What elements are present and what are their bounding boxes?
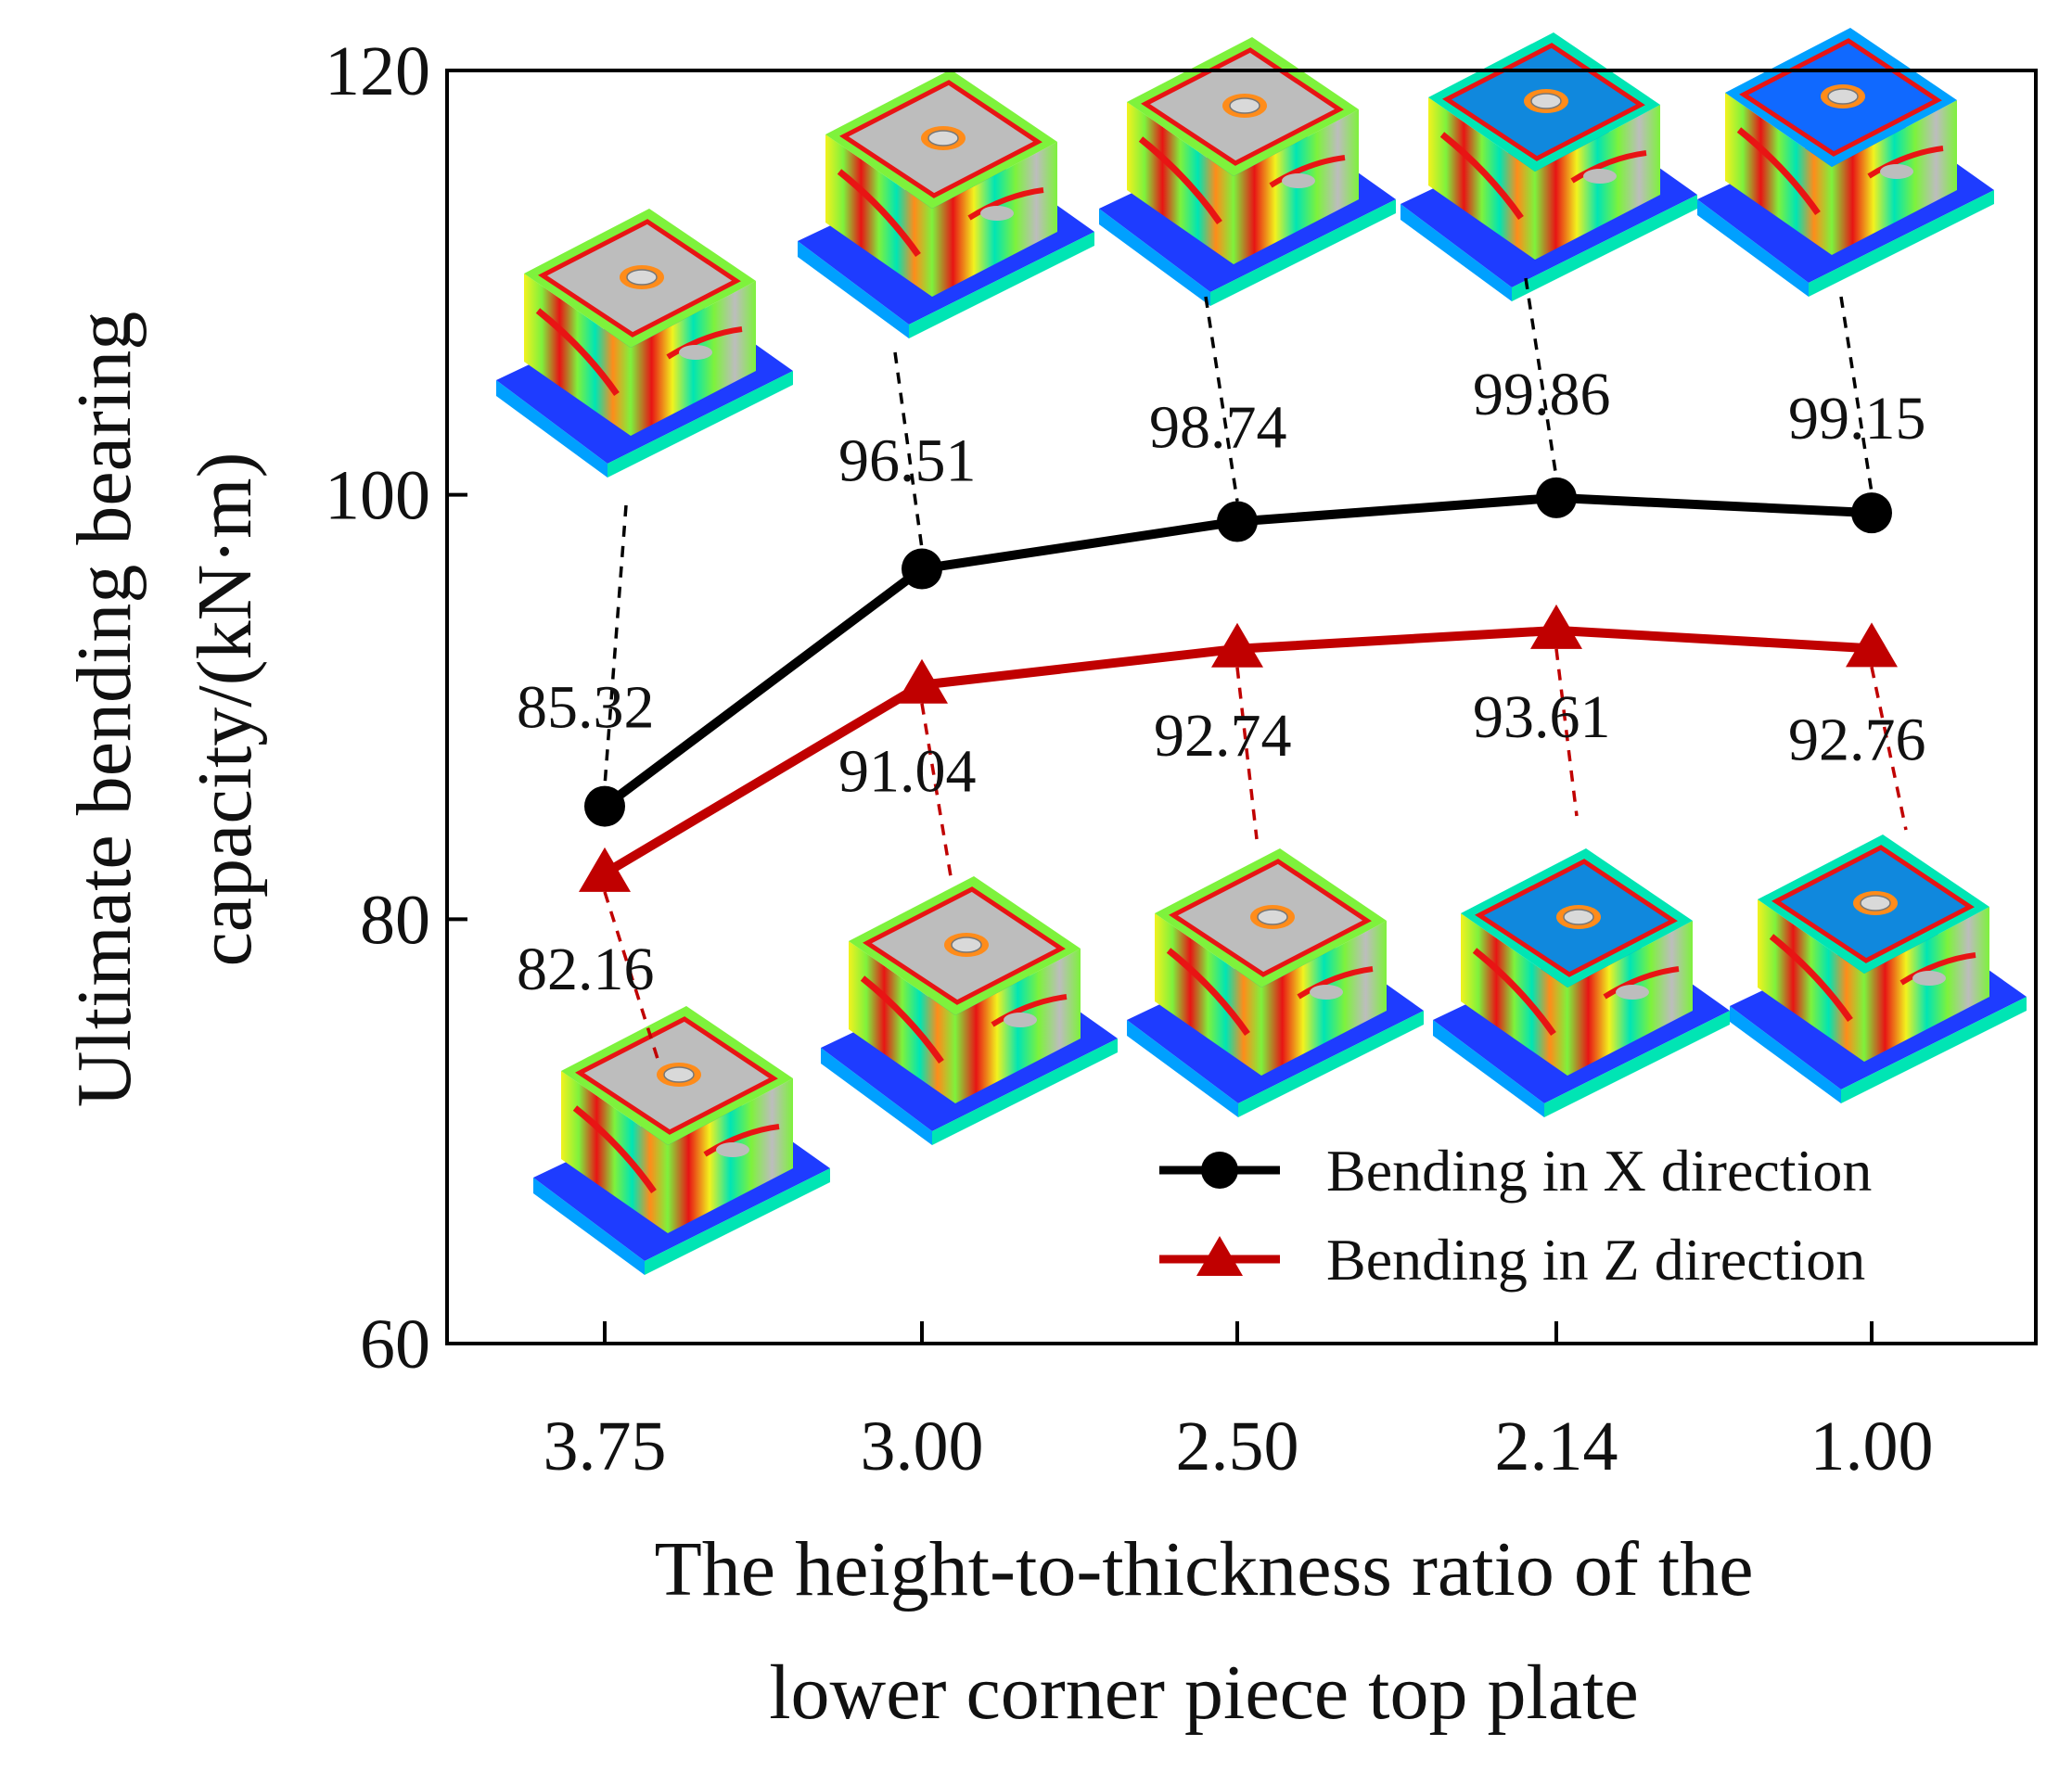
- leader-z-2: [1235, 667, 1259, 840]
- series-layer: [579, 477, 1898, 892]
- contour-inset-x-1: [798, 70, 1094, 338]
- label-z-0: 82.16: [517, 936, 655, 1003]
- leader-x-1: [893, 351, 924, 549]
- label-z-3: 93.61: [1473, 683, 1611, 751]
- label-x-0: 85.32: [517, 674, 655, 742]
- stress-contour-insets: [496, 28, 2027, 1275]
- x-axis: 3.75 3.00 2.50 2.14 1.00: [544, 1321, 1934, 1485]
- leader-z-0: [603, 891, 660, 1063]
- axis-titles: The height-to-thickness ratio of the low…: [61, 312, 1753, 1736]
- label-x-1: 96.51: [838, 427, 977, 495]
- x-tick-label-0: 3.75: [544, 1408, 667, 1485]
- label-x-3: 99.86: [1473, 361, 1611, 428]
- contour-inset-z-1: [821, 876, 1118, 1145]
- point-x-0: [584, 785, 625, 827]
- point-z-3: [1530, 604, 1582, 649]
- y-tick-label-60: 60: [360, 1306, 430, 1383]
- leader-x-3: [1524, 277, 1558, 478]
- contour-inset-z-0: [533, 1006, 830, 1275]
- label-z-2: 92.74: [1154, 702, 1292, 770]
- point-x-3: [1536, 477, 1577, 518]
- y-axis: 60 80 100 120: [325, 32, 467, 1383]
- x-tick-label-2: 2.50: [1176, 1408, 1299, 1485]
- label-x-4: 99.15: [1788, 385, 1926, 452]
- contour-inset-z-2: [1127, 848, 1424, 1117]
- leader-z-1: [920, 703, 953, 877]
- leader-z-4: [1870, 666, 1908, 831]
- x-axis-title-line-2: lower corner piece top plate: [769, 1650, 1639, 1736]
- legend-label-z: Bending in Z direction: [1326, 1227, 1865, 1293]
- leader-lines: [603, 277, 1908, 1063]
- contour-inset-x-2: [1099, 37, 1396, 306]
- y-tick-label-100: 100: [325, 457, 430, 535]
- legend: Bending in X direction Bending in Z direc…: [1159, 1138, 1872, 1293]
- x-tick-label-3: 2.14: [1495, 1408, 1618, 1485]
- point-z-4: [1846, 622, 1898, 668]
- label-z-1: 91.04: [838, 738, 977, 806]
- contour-inset-x-4: [1697, 28, 1994, 297]
- x-tick-label-4: 1.00: [1810, 1408, 1934, 1485]
- label-x-2: 98.74: [1149, 393, 1287, 461]
- y-tick-label-120: 120: [325, 32, 430, 110]
- label-z-4: 92.76: [1788, 706, 1926, 773]
- leader-x-4: [1839, 296, 1874, 493]
- x-axis-title-line-1: The height-to-thickness ratio of the: [655, 1526, 1754, 1612]
- y-axis-title-line-1: Ultimate bending bearing: [61, 312, 147, 1107]
- contour-inset-x-0: [496, 209, 793, 478]
- point-z-1: [896, 658, 948, 704]
- contour-inset-x-3: [1401, 32, 1697, 301]
- contour-inset-z-4: [1730, 835, 2027, 1103]
- data-labels: 85.32 96.51 98.74 99.86 99.15 82.16 91.04 92.74…: [517, 361, 1926, 1003]
- y-axis-title-line-2: capacity/(kN·m): [182, 452, 268, 966]
- point-z-2: [1211, 622, 1263, 668]
- legend-label-x: Bending in X direction: [1326, 1138, 1872, 1204]
- point-z-0: [579, 847, 631, 892]
- legend-marker-z: [1196, 1236, 1243, 1276]
- point-x-4: [1851, 492, 1892, 534]
- plot-frame: [445, 69, 2038, 1345]
- contour-inset-z-3: [1433, 848, 1730, 1117]
- leader-z-3: [1554, 648, 1579, 817]
- legend-marker-x: [1201, 1152, 1238, 1189]
- x-tick-label-1: 3.00: [861, 1408, 984, 1485]
- point-x-1: [902, 548, 942, 590]
- y-tick-label-80: 80: [360, 881, 430, 959]
- leader-x-2: [1204, 296, 1239, 502]
- leader-x-0: [603, 504, 628, 786]
- point-x-2: [1217, 501, 1258, 542]
